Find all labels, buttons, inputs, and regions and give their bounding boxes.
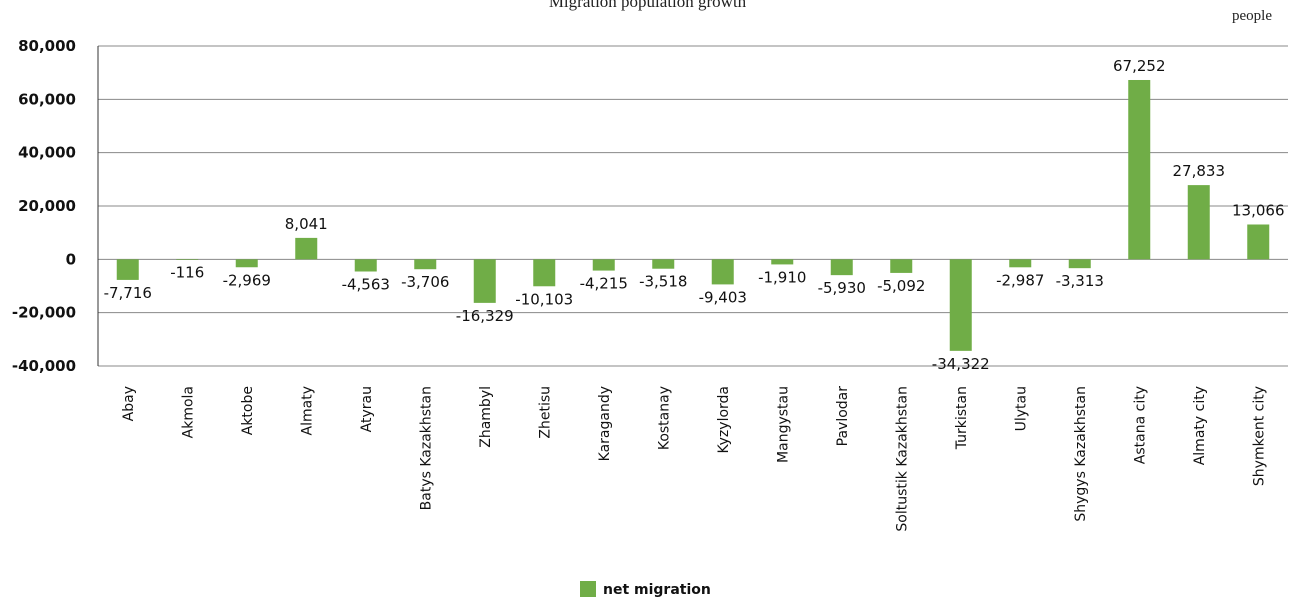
bar xyxy=(354,259,377,272)
y-tick-label: 80,000 xyxy=(18,37,76,55)
bar xyxy=(1068,259,1091,269)
x-tick-label: Almaty city xyxy=(1192,386,1208,465)
x-tick-label: Almaty xyxy=(299,386,315,435)
bar xyxy=(116,259,139,280)
x-axis: Abay Akmola Aktobe Almaty Atyrau Batys Kazakh… xyxy=(121,386,1268,532)
data-label: 67,252 xyxy=(1113,57,1166,75)
bar xyxy=(949,259,972,351)
y-tick-label: -40,000 xyxy=(12,357,76,375)
bar xyxy=(830,259,853,276)
y-tick-label: 60,000 xyxy=(18,90,76,108)
data-label: -7,716 xyxy=(104,284,152,302)
data-label: -3,313 xyxy=(1056,272,1104,290)
x-tick-label: Karagandy xyxy=(597,386,613,461)
bars xyxy=(116,79,1270,351)
bar xyxy=(176,259,199,260)
x-tick-label: Kyzylorda xyxy=(716,386,732,454)
chart-title: Migration population growth xyxy=(548,0,747,11)
bar xyxy=(473,259,496,303)
data-label: -4,215 xyxy=(580,275,628,293)
bar xyxy=(533,259,556,287)
x-tick-label: Zhambyl xyxy=(478,386,494,448)
bar xyxy=(1009,259,1032,268)
bar xyxy=(414,259,437,270)
bar xyxy=(890,259,913,273)
data-label: -5,930 xyxy=(818,279,866,297)
y-tick-label: 0 xyxy=(66,250,76,268)
bar xyxy=(235,259,258,268)
unit-label: people xyxy=(1232,8,1272,24)
data-label: -1,910 xyxy=(758,268,806,286)
y-tick-label: 20,000 xyxy=(18,197,76,215)
bar xyxy=(652,259,675,269)
gridlines xyxy=(98,45,1288,367)
data-label: -16,329 xyxy=(456,307,514,325)
data-label: -10,103 xyxy=(515,290,573,308)
x-tick-label: Shymkent city xyxy=(1251,386,1267,486)
y-tick-label: 40,000 xyxy=(18,144,76,162)
data-label: -3,706 xyxy=(401,273,449,291)
data-label: 13,066 xyxy=(1232,201,1285,219)
x-tick-label: Aktobe xyxy=(240,386,256,435)
x-tick-label: Abay xyxy=(121,386,137,421)
data-label: -2,969 xyxy=(223,271,271,289)
x-tick-label: Ulytau xyxy=(1013,386,1029,431)
bar xyxy=(711,259,734,285)
x-tick-label: Soltustik Kazakhstan xyxy=(894,386,910,532)
x-tick-label: Batys Kazakhstan xyxy=(418,386,434,510)
x-tick-label: Kostanay xyxy=(656,386,672,450)
legend-label: net migration xyxy=(603,582,711,598)
bar xyxy=(592,259,615,271)
data-label: -3,518 xyxy=(639,273,687,291)
bar xyxy=(1187,185,1210,260)
x-tick-label: Akmola xyxy=(180,386,196,438)
legend-swatch xyxy=(580,581,596,597)
data-label: 27,833 xyxy=(1173,162,1226,180)
bar xyxy=(1128,79,1151,260)
legend: net migration xyxy=(580,581,711,598)
data-label: 8,041 xyxy=(285,215,328,233)
data-label: -2,987 xyxy=(996,271,1044,289)
data-label: -34,322 xyxy=(932,355,990,373)
data-label: -5,092 xyxy=(877,277,925,295)
bar xyxy=(295,237,318,260)
y-axis: 80,000 60,000 40,000 20,000 0 -20,000 -40,000 xyxy=(12,37,99,375)
x-tick-label: Mangystau xyxy=(775,386,791,463)
bar xyxy=(1247,224,1270,260)
x-tick-label: Zhetisu xyxy=(537,386,553,439)
y-tick-label: -20,000 xyxy=(12,304,76,322)
x-tick-label: Atyrau xyxy=(359,386,375,432)
x-tick-label: Pavlodar xyxy=(835,386,851,447)
x-tick-label: Astana city xyxy=(1132,386,1148,464)
data-labels: -7,716 -116 -2,969 8,041 -4,563 -3,706 -16,329… xyxy=(104,57,1285,373)
data-label: -4,563 xyxy=(342,276,390,294)
bar xyxy=(771,259,794,265)
x-tick-label: Turkistan xyxy=(954,386,970,450)
data-label: -116 xyxy=(170,264,204,282)
data-label: -9,403 xyxy=(699,288,747,306)
x-tick-label: Shygys Kazakhstan xyxy=(1073,386,1089,522)
